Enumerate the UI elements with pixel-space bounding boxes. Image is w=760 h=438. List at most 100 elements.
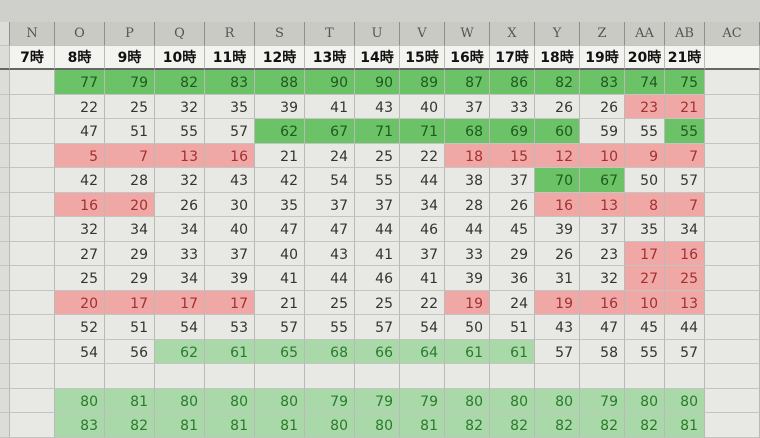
- cell-AB[interactable]: 7: [665, 143, 705, 168]
- cell-Z[interactable]: 67: [580, 168, 625, 193]
- cell-N[interactable]: [10, 413, 55, 438]
- cell-Z[interactable]: 16: [580, 290, 625, 315]
- cell-U[interactable]: 37: [355, 192, 400, 217]
- cell-N[interactable]: [10, 339, 55, 364]
- cell-Y[interactable]: 70: [535, 168, 580, 193]
- cell-T[interactable]: 43: [305, 241, 355, 266]
- cell-O[interactable]: 47: [55, 119, 105, 144]
- cell-Z[interactable]: 32: [580, 266, 625, 291]
- cell-R[interactable]: 16: [205, 143, 255, 168]
- hour-label-cell[interactable]: 7時: [10, 46, 55, 70]
- cell-R[interactable]: 40: [205, 217, 255, 242]
- cell-AC[interactable]: [705, 413, 760, 438]
- cell-AB[interactable]: 57: [665, 339, 705, 364]
- cell-Y[interactable]: 82: [535, 70, 580, 95]
- cell-AB[interactable]: 13: [665, 290, 705, 315]
- cell-S[interactable]: 62: [255, 119, 305, 144]
- hour-label-cell[interactable]: 11時: [205, 46, 255, 70]
- cell-Z[interactable]: 82: [580, 413, 625, 438]
- cell-S[interactable]: 41: [255, 266, 305, 291]
- cell-N[interactable]: [10, 388, 55, 413]
- cell-AC[interactable]: [705, 241, 760, 266]
- column-header-Z[interactable]: Z: [580, 22, 625, 46]
- cell-O[interactable]: 25: [55, 266, 105, 291]
- row-header[interactable]: [0, 388, 10, 413]
- cell-W[interactable]: 18: [445, 143, 490, 168]
- column-header-T[interactable]: T: [305, 22, 355, 46]
- row-header[interactable]: [0, 70, 10, 95]
- cell-T[interactable]: 44: [305, 266, 355, 291]
- cell-S[interactable]: 65: [255, 339, 305, 364]
- cell-AB[interactable]: 80: [665, 388, 705, 413]
- cell-O[interactable]: 27: [55, 241, 105, 266]
- cell-Z[interactable]: 23: [580, 241, 625, 266]
- column-header-R[interactable]: R: [205, 22, 255, 46]
- cell-P[interactable]: 17: [105, 290, 155, 315]
- cell-AA[interactable]: 8: [625, 192, 665, 217]
- cell-Y[interactable]: [535, 364, 580, 389]
- cell-R[interactable]: 80: [205, 388, 255, 413]
- cell-U[interactable]: 25: [355, 290, 400, 315]
- hour-label-cell[interactable]: 14時: [355, 46, 400, 70]
- cell-X[interactable]: 33: [490, 94, 535, 119]
- cell-W[interactable]: 37: [445, 94, 490, 119]
- cell-Z[interactable]: 58: [580, 339, 625, 364]
- column-header-U[interactable]: U: [355, 22, 400, 46]
- hour-label-cell[interactable]: 9時: [105, 46, 155, 70]
- cell-O[interactable]: 32: [55, 217, 105, 242]
- cell-X[interactable]: 15: [490, 143, 535, 168]
- cell-X[interactable]: 26: [490, 192, 535, 217]
- cell-W[interactable]: 33: [445, 241, 490, 266]
- cell-T[interactable]: 54: [305, 168, 355, 193]
- cell-R[interactable]: 17: [205, 290, 255, 315]
- cell-V[interactable]: 71: [400, 119, 445, 144]
- cell-N[interactable]: [10, 70, 55, 95]
- cell-AB[interactable]: 25: [665, 266, 705, 291]
- cell-AC[interactable]: [705, 70, 760, 95]
- hour-label-cell[interactable]: 18時: [535, 46, 580, 70]
- cell-AB[interactable]: 34: [665, 217, 705, 242]
- cell-Z[interactable]: 13: [580, 192, 625, 217]
- cell-R[interactable]: 81: [205, 413, 255, 438]
- cell-U[interactable]: 79: [355, 388, 400, 413]
- cell-V[interactable]: 37: [400, 241, 445, 266]
- cell-X[interactable]: 82: [490, 413, 535, 438]
- cell-AC[interactable]: [705, 290, 760, 315]
- cell-V[interactable]: 89: [400, 70, 445, 95]
- cell-AA[interactable]: 74: [625, 70, 665, 95]
- cell-Q[interactable]: 82: [155, 70, 205, 95]
- cell-R[interactable]: 57: [205, 119, 255, 144]
- column-header-P[interactable]: P: [105, 22, 155, 46]
- cell-O[interactable]: 77: [55, 70, 105, 95]
- cell-AA[interactable]: 35: [625, 217, 665, 242]
- cell-S[interactable]: 47: [255, 217, 305, 242]
- cell-V[interactable]: 79: [400, 388, 445, 413]
- cell-AC[interactable]: [705, 266, 760, 291]
- cell-U[interactable]: 55: [355, 168, 400, 193]
- hour-label-cell[interactable]: 10時: [155, 46, 205, 70]
- cell-AA[interactable]: 45: [625, 315, 665, 340]
- column-header-O[interactable]: O: [55, 22, 105, 46]
- row-header[interactable]: [0, 364, 10, 389]
- cell-Q[interactable]: 13: [155, 143, 205, 168]
- cell-Y[interactable]: 57: [535, 339, 580, 364]
- cell-R[interactable]: [205, 364, 255, 389]
- cell-N[interactable]: [10, 143, 55, 168]
- cell-P[interactable]: 82: [105, 413, 155, 438]
- cell-V[interactable]: 40: [400, 94, 445, 119]
- cell-Z[interactable]: 83: [580, 70, 625, 95]
- cell-Q[interactable]: 80: [155, 388, 205, 413]
- cell-W[interactable]: 39: [445, 266, 490, 291]
- cell-R[interactable]: 43: [205, 168, 255, 193]
- cell-V[interactable]: 46: [400, 217, 445, 242]
- column-header-N[interactable]: N: [10, 22, 55, 46]
- hour-label-cell[interactable]: 8時: [55, 46, 105, 70]
- cell-U[interactable]: 43: [355, 94, 400, 119]
- cell-W[interactable]: 82: [445, 413, 490, 438]
- cell-AC[interactable]: [705, 339, 760, 364]
- cell-P[interactable]: 25: [105, 94, 155, 119]
- cell-Y[interactable]: 80: [535, 388, 580, 413]
- cell-AC[interactable]: [705, 364, 760, 389]
- cell-T[interactable]: 41: [305, 94, 355, 119]
- cell-U[interactable]: 57: [355, 315, 400, 340]
